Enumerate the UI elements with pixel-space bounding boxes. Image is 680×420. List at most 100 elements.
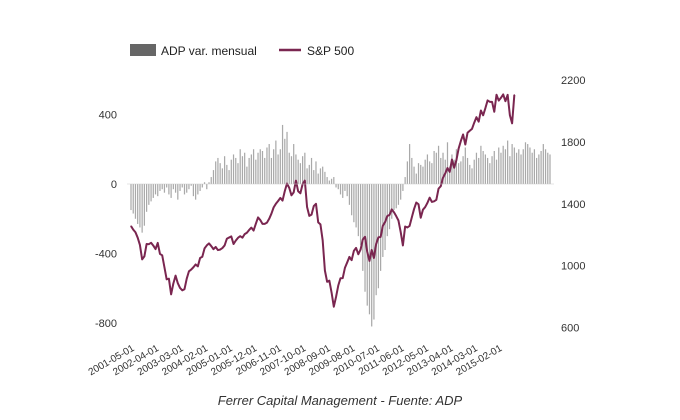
sp500-point <box>464 143 466 146</box>
adp-bar <box>359 184 362 245</box>
adp-bar <box>148 184 150 205</box>
sp500-line <box>130 93 516 308</box>
sp500-point <box>449 171 451 173</box>
adp-bar <box>504 149 507 184</box>
sp500-point <box>462 133 464 136</box>
adp-bar <box>520 154 522 184</box>
adp-bar <box>333 177 335 184</box>
sp500-point <box>424 206 426 208</box>
adp-bar <box>522 149 524 184</box>
adp-bar <box>475 152 478 184</box>
adp-bar <box>161 184 163 190</box>
adp-bar <box>223 156 226 184</box>
adp-bar <box>313 170 315 184</box>
sp500-point <box>174 275 177 277</box>
sp500-point <box>357 253 359 255</box>
sp500-point <box>326 281 328 283</box>
sp500-point <box>335 296 337 298</box>
sp500-point <box>212 248 215 250</box>
adp-bar <box>275 140 277 184</box>
sp500-point <box>509 114 511 116</box>
sp500-point <box>195 263 197 266</box>
sp500-point <box>315 203 317 205</box>
adp-bar <box>137 184 139 224</box>
left-axis-tick-label: -400 <box>95 249 117 261</box>
adp-bar <box>172 184 174 190</box>
sp500-point <box>453 167 455 169</box>
sp500-point <box>190 268 192 271</box>
adp-bar <box>143 184 145 226</box>
adp-bar <box>531 152 533 184</box>
adp-bar <box>270 157 273 184</box>
adp-bar <box>248 157 250 184</box>
adp-bar <box>357 184 359 237</box>
adp-bar <box>130 184 132 211</box>
adp-bar <box>462 156 464 184</box>
sp500-point <box>475 116 478 118</box>
sp500-point <box>250 227 252 229</box>
sp500-point <box>437 188 440 190</box>
sp500-point <box>498 99 500 102</box>
legend-bar-swatch <box>130 44 156 56</box>
adp-bar <box>226 164 228 184</box>
adp-bar <box>250 154 252 184</box>
adp-bar <box>257 152 259 184</box>
adp-bar <box>542 144 544 184</box>
adp-bar <box>478 157 480 184</box>
adp-bar <box>382 184 384 257</box>
adp-bar <box>342 184 344 198</box>
sp500-point <box>466 132 469 134</box>
adp-bar <box>420 164 422 184</box>
sp500-point <box>154 248 157 250</box>
sp500-point <box>511 122 513 124</box>
sp500-point <box>337 284 339 287</box>
adp-bar <box>181 184 183 188</box>
sp500-point <box>502 93 504 95</box>
left-axis-tick-label: -800 <box>95 318 117 330</box>
adp-bar <box>232 154 235 184</box>
sp500-point <box>313 205 315 207</box>
adp-bar <box>339 184 342 195</box>
adp-bar <box>446 142 449 184</box>
sp500-point <box>382 225 384 227</box>
sp500-point <box>172 282 174 285</box>
sp500-point <box>469 130 471 132</box>
sp500-point <box>259 219 261 221</box>
sp500-point <box>277 200 279 202</box>
sp500-point <box>484 107 486 109</box>
bar-series <box>130 124 551 327</box>
adp-bar <box>386 184 388 237</box>
adp-bar <box>237 163 239 184</box>
adp-bar <box>255 159 257 184</box>
sp500-point <box>504 100 507 102</box>
caption: Ferrer Capital Management - Fuente: ADP <box>218 393 463 408</box>
sp500-point <box>270 213 273 215</box>
adp-bar <box>150 184 152 202</box>
adp-bar <box>393 184 395 211</box>
sp500-point <box>232 243 235 245</box>
adp-bar <box>433 150 435 184</box>
sp500-point <box>429 197 431 199</box>
adp-bar <box>484 154 486 184</box>
sp500-point <box>411 216 413 219</box>
sp500-point <box>244 233 246 235</box>
adp-bar <box>159 184 161 191</box>
adp-bar <box>174 184 177 193</box>
adp-bar <box>471 168 473 184</box>
adp-bar <box>455 149 458 184</box>
adp-bar <box>288 152 290 184</box>
right-axis-tick-label: 1000 <box>561 261 585 273</box>
sp500-point <box>230 235 232 238</box>
adp-bar <box>511 144 513 184</box>
adp-bar <box>442 152 444 184</box>
adp-bar <box>375 184 377 296</box>
sp500-point <box>460 140 462 142</box>
sp500-point <box>239 235 241 237</box>
sp500-point <box>197 265 199 267</box>
sp500-point <box>255 223 257 225</box>
sp500-point <box>310 214 313 216</box>
sp500-point <box>252 229 255 232</box>
adp-bar <box>157 184 159 197</box>
sp500-point <box>170 293 172 295</box>
adp-bar <box>330 178 333 184</box>
